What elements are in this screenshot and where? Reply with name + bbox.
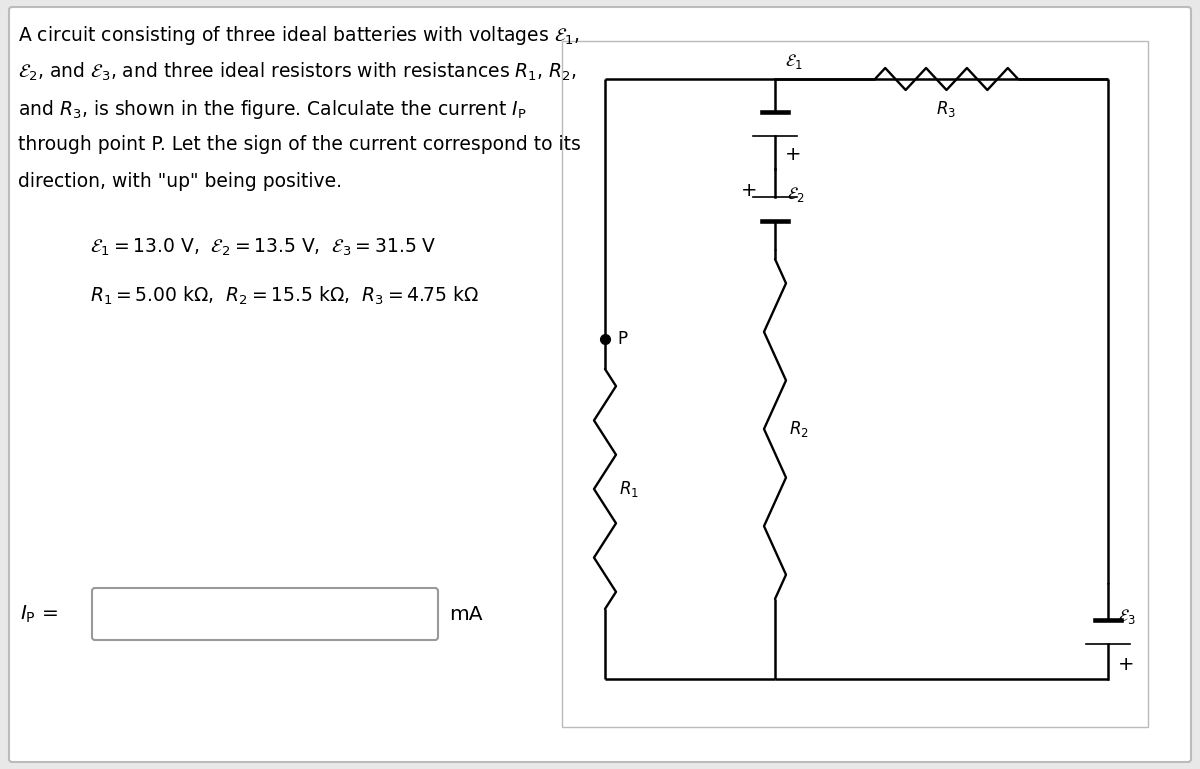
Bar	[562, 41, 1148, 727]
Text: $R_3$: $R_3$	[936, 99, 956, 119]
Text: $R_2$: $R_2$	[790, 419, 809, 439]
Text: mA: mA	[449, 604, 482, 624]
Text: $\mathcal{E}_2$: $\mathcal{E}_2$	[787, 185, 805, 204]
Text: +: +	[1118, 655, 1134, 674]
FancyBboxPatch shape	[10, 7, 1190, 762]
Text: P: P	[617, 330, 628, 348]
Text: $I_\mathrm{P}$ =: $I_\mathrm{P}$ =	[20, 604, 58, 624]
Text: $R_1 = 5.00$ k$\Omega$,  $R_2 = 15.5$ k$\Omega$,  $R_3 = 4.75$ k$\Omega$: $R_1 = 5.00$ k$\Omega$, $R_2 = 15.5$ k$\…	[90, 285, 479, 308]
Text: direction, with "up" being positive.: direction, with "up" being positive.	[18, 172, 342, 191]
Text: through point P. Let the sign of the current correspond to its: through point P. Let the sign of the cur…	[18, 135, 581, 154]
Text: $\mathcal{E}_2$, and $\mathcal{E}_3$, and three ideal resistors with resistances: $\mathcal{E}_2$, and $\mathcal{E}_3$, an…	[18, 61, 577, 83]
FancyBboxPatch shape	[92, 588, 438, 640]
Text: A circuit consisting of three ideal batteries with voltages $\mathcal{E}_1$,: A circuit consisting of three ideal batt…	[18, 24, 580, 47]
Text: +: +	[740, 181, 757, 200]
Text: and $R_3$, is shown in the figure. Calculate the current $I_\mathrm{P}$: and $R_3$, is shown in the figure. Calcu…	[18, 98, 527, 121]
Text: $\mathcal{E}_1 = 13.0$ V,  $\mathcal{E}_2 = 13.5$ V,  $\mathcal{E}_3 = 31.5$ V: $\mathcal{E}_1 = 13.0$ V, $\mathcal{E}_2…	[90, 237, 437, 258]
Text: $\mathcal{E}_3$: $\mathcal{E}_3$	[1118, 608, 1136, 627]
Text: $R_1$: $R_1$	[619, 479, 638, 499]
Text: +: +	[785, 145, 802, 164]
Text: $\mathcal{E}_1$: $\mathcal{E}_1$	[785, 52, 803, 71]
